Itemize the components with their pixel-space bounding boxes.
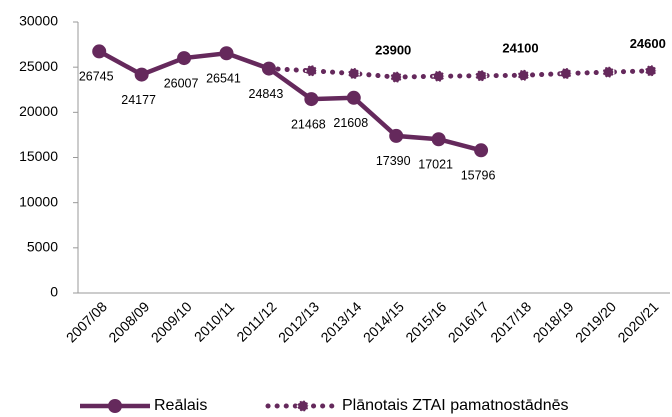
- point-marker: [347, 67, 361, 80]
- x-tick-label: 2007/08: [63, 298, 110, 345]
- data-label: 26745: [79, 70, 114, 84]
- x-tick-label: 2012/13: [275, 298, 322, 345]
- y-tick-label: 25000: [19, 58, 58, 74]
- legend-label: Plānotais ZTAI pamatnostādnēs: [342, 397, 569, 414]
- data-label: 15796: [461, 169, 496, 183]
- data-label: 24600: [630, 36, 666, 51]
- data-label: 21468: [291, 117, 326, 131]
- point-marker: [474, 69, 488, 82]
- point-marker: [602, 65, 615, 79]
- data-label: 24100: [502, 41, 538, 56]
- x-tick-label: 2010/11: [191, 298, 238, 345]
- x-tick-label: 2014/15: [360, 298, 407, 345]
- point-marker: [219, 46, 234, 61]
- point-marker: [517, 69, 530, 82]
- point-marker: [92, 44, 107, 59]
- data-label: 23900: [375, 43, 411, 58]
- x-tick-label: 2013/14: [317, 298, 364, 345]
- x-tick-label: 2020/21: [614, 298, 661, 345]
- legend-swatch: [108, 399, 122, 413]
- x-tick-label: 2018/19: [530, 298, 577, 345]
- data-label: 17021: [418, 158, 453, 172]
- legend-label: Reālais: [154, 397, 207, 414]
- data-label: 26541: [206, 72, 241, 86]
- point-marker: [346, 90, 361, 105]
- data-label: 26007: [164, 76, 199, 90]
- point-marker: [432, 69, 445, 83]
- x-tick-label: 2011/12: [233, 298, 280, 345]
- point-marker: [389, 70, 403, 84]
- data-label: 17390: [376, 154, 411, 168]
- point-marker: [644, 64, 658, 78]
- point-marker: [305, 64, 318, 78]
- x-tick-label: 2015/16: [402, 298, 449, 345]
- x-tick-label: 2017/18: [487, 298, 534, 345]
- point-marker: [474, 143, 489, 158]
- x-tick-label: 2008/09: [105, 298, 152, 345]
- y-tick-label: 15000: [19, 148, 58, 164]
- y-tick-label: 10000: [19, 193, 58, 209]
- x-tick-label: 2019/20: [572, 298, 619, 345]
- y-tick-label: 30000: [19, 13, 58, 29]
- data-label: 24843: [249, 87, 284, 101]
- point-marker: [389, 128, 404, 143]
- series-line: [96, 49, 484, 153]
- point-marker: [559, 67, 573, 80]
- point-marker: [134, 67, 149, 82]
- x-tick-label: 2009/10: [148, 298, 195, 345]
- y-tick-label: 0: [50, 284, 58, 300]
- y-tick-label: 5000: [27, 239, 58, 255]
- data-label: 21608: [333, 116, 368, 130]
- point-marker: [261, 61, 276, 76]
- series-line: [266, 66, 654, 80]
- point-marker: [431, 132, 446, 147]
- data-label: 24177: [121, 93, 156, 107]
- point-marker: [304, 92, 319, 107]
- x-tick-label: 2016/17: [445, 298, 492, 345]
- y-tick-label: 20000: [19, 103, 58, 119]
- point-marker: [177, 51, 192, 66]
- legend-swatch: [296, 399, 310, 413]
